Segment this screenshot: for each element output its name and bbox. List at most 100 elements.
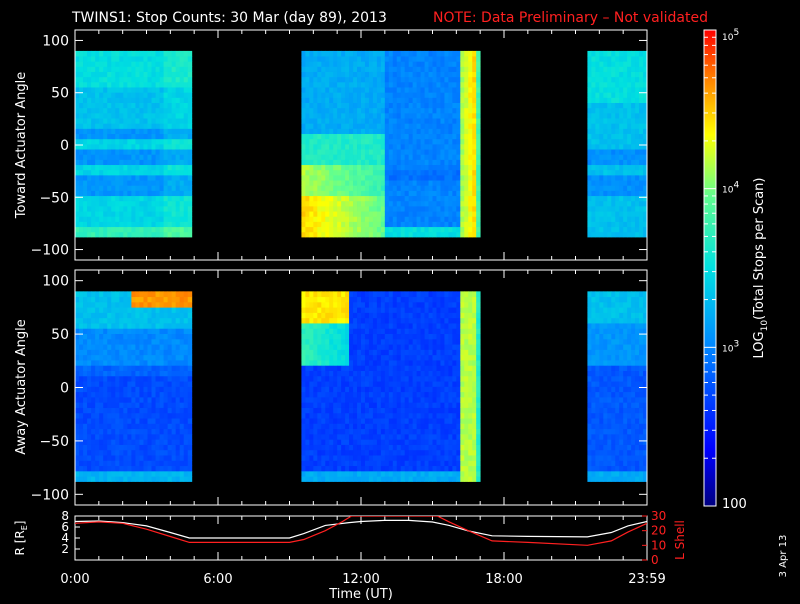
heatmap-cell (301, 138, 306, 145)
heatmap-cell (448, 205, 453, 212)
heatmap-cell (380, 412, 386, 419)
heatmap-cell (163, 444, 169, 451)
heatmap-cell (183, 164, 189, 171)
heatmap-cell (416, 112, 421, 119)
heatmap-cell (345, 439, 350, 445)
heatmap-cell (99, 433, 104, 440)
heatmap-cell (619, 180, 624, 186)
heatmap-cell (139, 87, 144, 93)
heatmap-cell (301, 112, 306, 119)
heatmap-cell (353, 433, 358, 440)
heatmap-cell (87, 211, 92, 217)
heatmap-cell (183, 102, 189, 109)
heatmap-cell (83, 338, 88, 345)
heatmap-cell (420, 226, 425, 233)
heatmap-cell (341, 87, 346, 93)
heatmap-cell (83, 221, 88, 228)
heatmap-cell (599, 143, 604, 150)
heatmap-cell (123, 354, 128, 361)
heatmap-cell (329, 455, 334, 461)
heatmap-cell (587, 71, 592, 78)
heatmap-cell (392, 195, 398, 202)
heatmap-cell (448, 102, 453, 109)
heatmap-cell (143, 386, 148, 393)
heatmap-cell (119, 328, 124, 335)
heatmap-cell (333, 180, 338, 186)
heatmap-cell (452, 149, 457, 155)
heatmap-cell (368, 133, 374, 140)
heatmap-cell (368, 328, 374, 335)
heatmap-cell (313, 333, 318, 340)
heatmap-cell (171, 301, 177, 308)
heatmap-cell (119, 476, 124, 482)
heatmap-cell (79, 123, 84, 129)
heatmap-cell (111, 107, 116, 114)
heatmap-cell (87, 338, 92, 345)
heatmap-cell (115, 200, 120, 207)
heatmap-cell (392, 81, 398, 88)
heatmap-cell (627, 226, 632, 233)
heatmap-cell (607, 112, 612, 119)
heatmap-cell (341, 56, 346, 62)
heatmap-cell (595, 118, 600, 124)
heatmap-cell (75, 143, 80, 150)
heatmap-cell (448, 200, 453, 207)
heatmap-cell (167, 190, 173, 197)
heatmap-cell (317, 169, 322, 176)
heatmap-cell (448, 61, 453, 67)
heatmap-cell (635, 221, 640, 228)
heatmap-cell (372, 190, 378, 197)
heatmap-cell (372, 66, 378, 72)
heatmap-cell (364, 391, 370, 398)
heatmap-cell (444, 81, 449, 88)
heatmap-cell (464, 56, 469, 62)
heatmap-cell (317, 231, 322, 238)
heatmap-cell (305, 418, 310, 424)
heatmap-cell (464, 200, 469, 207)
heatmap-cell (627, 190, 632, 197)
heatmap-cell (163, 418, 169, 424)
heatmap-cell (333, 81, 338, 88)
heatmap-cell (75, 231, 80, 238)
heatmap-cell (345, 317, 350, 324)
heatmap-cell (412, 118, 418, 124)
heatmap-cell (349, 344, 354, 350)
heatmap-cell (587, 97, 592, 103)
heatmap-cell (432, 102, 437, 109)
heatmap-cell (99, 221, 104, 228)
heatmap-cell (143, 231, 148, 238)
heatmap-cell (476, 174, 481, 181)
heatmap-cell (627, 216, 632, 222)
heatmap-cell (167, 391, 173, 398)
heatmap-cell (372, 312, 378, 319)
heatmap-cell (412, 190, 418, 197)
heatmap-cell (361, 386, 366, 393)
heatmap-cell (309, 128, 314, 135)
heatmap-cell (460, 97, 465, 103)
heatmap-cell (91, 386, 96, 393)
heatmap-cell (603, 76, 608, 83)
heatmap-cell (135, 76, 140, 83)
heatmap-cell (305, 301, 310, 308)
heatmap-cell (321, 128, 326, 135)
heatmap-cell (392, 216, 398, 222)
heatmap-cell (147, 118, 152, 124)
heatmap-cell (79, 296, 84, 303)
heatmap-cell (341, 169, 346, 176)
heatmap-cell (472, 66, 477, 72)
heatmap-cell (95, 128, 100, 135)
heatmap-cell (151, 470, 156, 477)
heatmap-cell (175, 455, 181, 461)
heatmap-cell (75, 128, 80, 135)
heatmap-cell (372, 470, 378, 477)
heatmap-cell (392, 107, 398, 114)
heatmap-cell (167, 428, 173, 435)
heatmap-cell (139, 428, 144, 435)
heatmap-cell (131, 460, 136, 467)
heatmap-cell (127, 460, 132, 467)
heatmap-cell (87, 433, 92, 440)
heatmap-cell (448, 226, 453, 233)
heatmap-cell (376, 412, 382, 419)
heatmap-cell (472, 128, 477, 135)
heatmap-cell (428, 211, 433, 217)
